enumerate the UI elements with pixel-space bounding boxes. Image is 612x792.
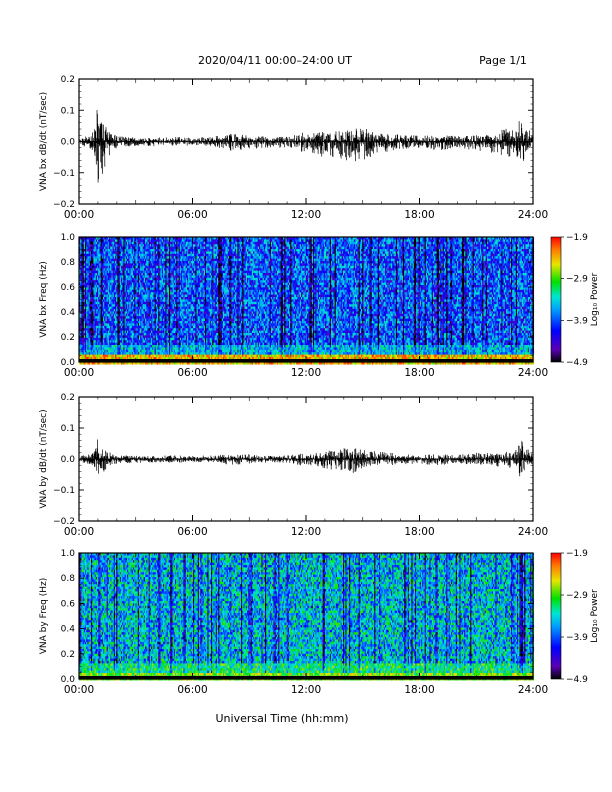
x-tick-label: 00:00	[64, 367, 94, 379]
x-tick-label: 18:00	[404, 526, 434, 538]
y-tick-label: 0.0	[61, 455, 76, 465]
y-tick-label: 1.0	[61, 549, 76, 559]
colorbar-tick-label: −1.9	[566, 233, 588, 243]
y-tick-label: 0.0	[61, 358, 76, 368]
y-tick-label: 0.1	[61, 424, 75, 434]
by-dbdt-ylabel: VNA by dB/dt (nT/sec)	[39, 409, 49, 508]
colorbar	[551, 553, 561, 679]
x-tick-label: 18:00	[404, 684, 434, 696]
x-tick-label: 00:00	[64, 209, 94, 221]
y-tick-label: −0.2	[53, 200, 75, 210]
colorbar-tick-label: −4.9	[566, 675, 588, 685]
x-tick-label: 00:00	[64, 526, 94, 538]
by-colorbar-label: Log₁₀ Power	[590, 589, 600, 643]
colorbar-tick-label: −3.9	[566, 633, 588, 643]
y-tick-label: 0.6	[61, 599, 76, 609]
y-tick-label: 0.8	[61, 258, 76, 268]
y-tick-label: −0.1	[53, 486, 75, 496]
y-tick-label: 1.0	[61, 233, 76, 243]
page-number: Page 1/1	[479, 54, 527, 67]
bx-dbdt-panel: 00:00 06:00 12:00 18:00 24:00 0.2 0.1 0.0 −0.1 −0…	[39, 75, 548, 221]
by-freq-ylabel: VNA by Freq (Hz)	[39, 578, 49, 654]
x-tick-label: 00:00	[64, 684, 94, 696]
x-axis-title: Universal Time (hh:mm)	[216, 712, 349, 725]
bx-dbdt-ylabel: VNA bx dB/dt (nT/sec)	[39, 92, 49, 191]
x-tick-label: 06:00	[177, 209, 207, 221]
x-tick-label: 24:00	[518, 367, 548, 379]
colorbar-tick-label: −2.9	[566, 275, 588, 285]
y-tick-label: 0.1	[61, 106, 75, 116]
x-tick-label: 12:00	[291, 209, 321, 221]
x-tick-label: 24:00	[518, 209, 548, 221]
colorbar-tick-label: −1.9	[566, 549, 588, 559]
by-dbdt-panel: 00:00 06:00 12:00 18:00 24:00 0.2 0.1 0.0 −0.1 −0…	[39, 393, 548, 538]
y-tick-label: 0.4	[61, 308, 76, 318]
y-tick-label: 0.2	[61, 75, 75, 85]
bx-colorbar-label: Log₁₀ Power	[590, 273, 600, 327]
y-tick-label: 0.2	[61, 333, 75, 343]
y-tick-label: 0.0	[61, 138, 76, 148]
colorbar-tick-label: −3.9	[566, 316, 588, 326]
colorbar	[551, 237, 561, 362]
x-tick-label: 06:00	[177, 684, 207, 696]
y-tick-label: 0.8	[61, 574, 76, 584]
colorbar-tick-label: −4.9	[566, 358, 588, 368]
figure: 2020/04/11 00:00–24:00 UT Page 1/1 00:00…	[0, 0, 612, 792]
x-tick-label: 12:00	[291, 367, 321, 379]
x-tick-label: 18:00	[404, 367, 434, 379]
y-tick-label: 0.4	[61, 625, 76, 635]
x-tick-label: 12:00	[291, 684, 321, 696]
dbdt-trace	[79, 440, 533, 477]
y-tick-label: 0.2	[61, 650, 75, 660]
x-tick-label: 06:00	[177, 526, 207, 538]
spectrogram-cells	[79, 553, 534, 681]
by-spectrogram-panel: −1.9 −2.9 −3.9 −4.9 00:00 06:00 12:00 18:00 24:0…	[39, 549, 600, 696]
bx-spectrogram-panel: −1.9 −2.9 −3.9 −4.9 00:00 06:00 12:00 18:00 24:0…	[39, 233, 600, 379]
x-tick-label: 24:00	[518, 684, 548, 696]
dbdt-trace	[79, 110, 533, 182]
y-tick-label: 0.6	[61, 283, 76, 293]
x-tick-label: 12:00	[291, 526, 321, 538]
spectrogram-cells	[79, 237, 534, 365]
colorbar-tick-label: −2.9	[566, 591, 588, 601]
x-tick-label: 06:00	[177, 367, 207, 379]
y-tick-label: 0.0	[61, 675, 76, 685]
x-tick-label: 18:00	[404, 209, 434, 221]
y-tick-label: −0.2	[53, 517, 75, 527]
page-title: 2020/04/11 00:00–24:00 UT	[198, 54, 352, 67]
y-tick-label: 0.2	[61, 393, 75, 403]
y-tick-label: −0.1	[53, 169, 75, 179]
bx-freq-ylabel: VNA bx Freq (Hz)	[39, 261, 49, 337]
x-tick-label: 24:00	[518, 526, 548, 538]
